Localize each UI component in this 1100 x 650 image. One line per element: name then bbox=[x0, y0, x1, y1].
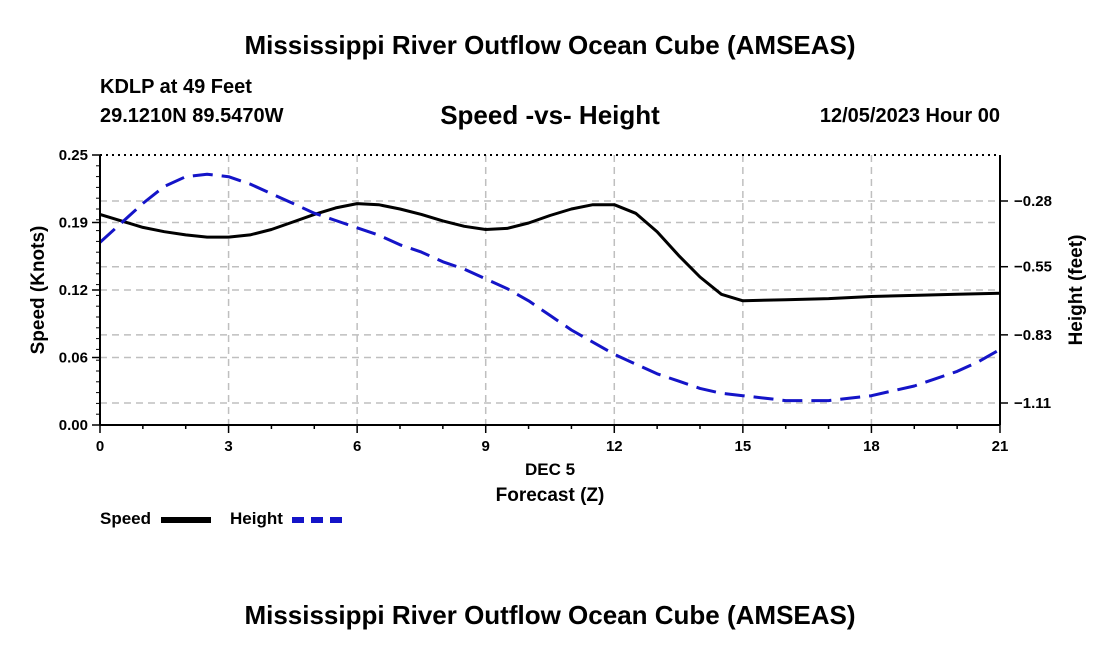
x-tick-label: 6 bbox=[353, 438, 361, 455]
legend-height-swatch bbox=[292, 517, 342, 523]
y-tick-label: 0.12 bbox=[59, 282, 88, 299]
x-tick-label: 0 bbox=[96, 438, 104, 455]
x-axis-date-label: DEC 5 bbox=[525, 460, 575, 479]
x-tick-label: 21 bbox=[992, 438, 1009, 455]
axes-layer bbox=[92, 154, 1008, 433]
y-tick-label: 0.06 bbox=[59, 350, 88, 367]
series-layer bbox=[98, 172, 1001, 403]
station-label: KDLP at 49 Feet bbox=[100, 76, 252, 98]
forecast-datetime: 12/05/2023 Hour 00 bbox=[819, 105, 1000, 127]
x-tick-label: 12 bbox=[606, 438, 623, 455]
series-line-speed bbox=[99, 202, 1001, 303]
legend-speed-label: Speed bbox=[100, 509, 152, 528]
labels-layer: 0 3 6 9 12 15 18 21 0.00 0.06 0.12 0.19 0.25 −0.28 −0.… bbox=[28, 147, 1087, 506]
series-line-height bbox=[98, 172, 1001, 403]
x-tick-label: 3 bbox=[224, 438, 232, 455]
y-tick-label: 0.25 bbox=[59, 147, 88, 164]
x-tick-label: 9 bbox=[482, 438, 490, 455]
y-tick-label: 0.19 bbox=[59, 215, 88, 232]
footer-chart-title: Mississippi River Outflow Ocean Cube (AM… bbox=[244, 600, 856, 630]
x-tick-label: 15 bbox=[735, 438, 752, 455]
y2-axis-title: Height (feet) bbox=[1066, 235, 1087, 346]
grid-layer bbox=[100, 155, 1000, 425]
legend-height-label: Height bbox=[230, 509, 283, 528]
y2-tick-label: −0.55 bbox=[1014, 259, 1052, 276]
y-tick-label: 0.00 bbox=[59, 417, 88, 434]
x-tick-label: 18 bbox=[863, 438, 880, 455]
y2-tick-label: −0.83 bbox=[1014, 327, 1052, 344]
y2-tick-label: −1.11 bbox=[1014, 395, 1051, 412]
coordinates-label: 29.1210N 89.5470W bbox=[100, 105, 284, 127]
legend-speed-swatch bbox=[161, 517, 211, 523]
y-axis-title: Speed (Knots) bbox=[28, 226, 49, 355]
y2-tick-label: −0.28 bbox=[1014, 193, 1052, 210]
chart-subtitle: Speed -vs- Height bbox=[440, 100, 660, 130]
chart-title: Mississippi River Outflow Ocean Cube (AM… bbox=[244, 30, 856, 60]
x-axis-title: Forecast (Z) bbox=[496, 485, 605, 506]
